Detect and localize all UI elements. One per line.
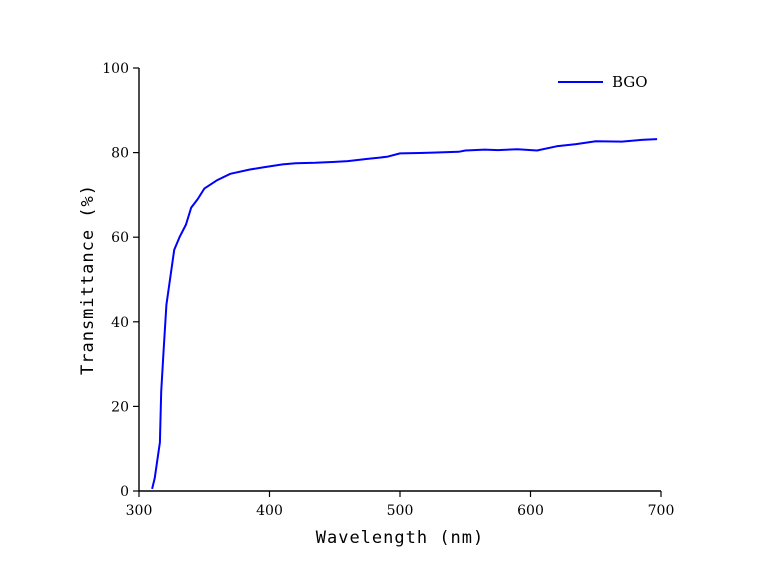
y-tick-label: 100: [102, 61, 129, 77]
y-tick-label: 60: [111, 230, 129, 246]
y-tick-label: 40: [111, 315, 129, 331]
x-tick-label: 500: [387, 503, 414, 519]
y-tick-label: 0: [120, 484, 129, 500]
legend: BGO: [558, 73, 648, 91]
y-tick-label: 20: [111, 399, 129, 415]
x-tick-label: 700: [648, 503, 675, 519]
series: [151, 138, 658, 490]
legend-label: BGO: [612, 73, 648, 91]
ticks: 300 400 500 600 700 0 20 40 60 80 100: [102, 61, 674, 519]
y-axis-label: Transmittance (%): [78, 184, 98, 375]
x-tick-label: 300: [126, 503, 153, 519]
x-tick-label: 400: [256, 503, 283, 519]
y-tick-label: 80: [111, 146, 129, 162]
x-tick-label: 600: [517, 503, 544, 519]
series-line-bgo: [151, 138, 658, 490]
x-axis-label: Wavelength (nm): [316, 528, 485, 548]
axes: [138, 68, 661, 492]
